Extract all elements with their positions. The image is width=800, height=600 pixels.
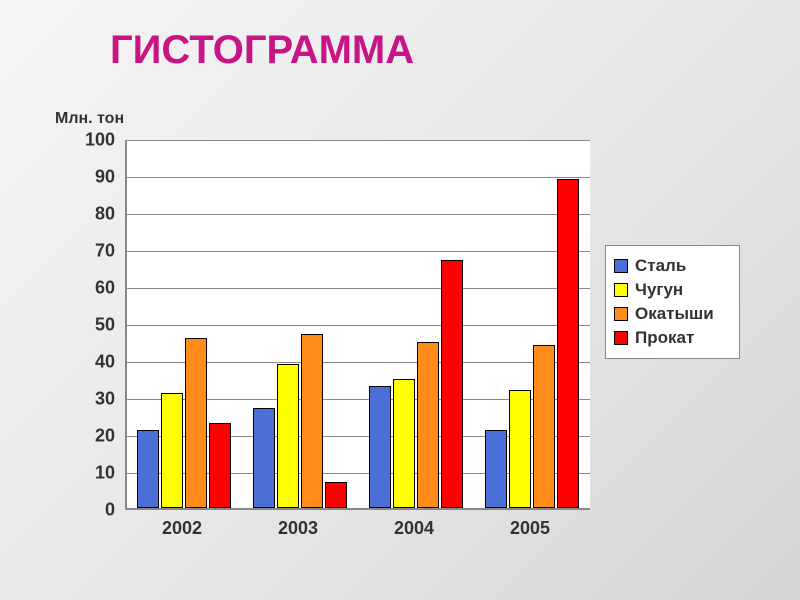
chart-title: ГИСТОГРАММА — [110, 28, 414, 73]
y-tick-label: 60 — [75, 278, 115, 299]
legend-swatch — [614, 259, 628, 273]
bar — [325, 482, 347, 508]
bar — [209, 423, 231, 508]
gridline — [127, 177, 590, 178]
bar — [509, 390, 531, 508]
y-tick-label: 70 — [75, 241, 115, 262]
legend-item: Чугун — [614, 280, 731, 300]
x-tick-label: 2004 — [367, 518, 461, 539]
y-tick-label: 40 — [75, 352, 115, 373]
gridline — [127, 288, 590, 289]
chart-area: 01020304050607080901002002200320042005 — [70, 140, 590, 550]
legend-item: Окатыши — [614, 304, 731, 324]
legend-label: Сталь — [635, 256, 686, 276]
legend-item: Сталь — [614, 256, 731, 276]
y-tick-label: 100 — [75, 130, 115, 151]
y-tick-label: 50 — [75, 315, 115, 336]
bar — [557, 179, 579, 508]
legend-swatch — [614, 283, 628, 297]
legend: Сталь Чугун Окатыши Прокат — [605, 245, 740, 359]
x-tick-label: 2005 — [483, 518, 577, 539]
bar — [185, 338, 207, 508]
y-tick-label: 30 — [75, 389, 115, 410]
legend-swatch — [614, 331, 628, 345]
gridline — [127, 251, 590, 252]
bar — [417, 342, 439, 509]
bar — [277, 364, 299, 508]
bar — [161, 393, 183, 508]
bar — [441, 260, 463, 508]
bar — [485, 430, 507, 508]
legend-label: Чугун — [635, 280, 683, 300]
y-tick-label: 20 — [75, 426, 115, 447]
x-tick-label: 2003 — [251, 518, 345, 539]
bar — [393, 379, 415, 509]
bar — [137, 430, 159, 508]
gridline — [127, 214, 590, 215]
gridline — [127, 325, 590, 326]
y-axis-label: Млн. тон — [55, 110, 124, 128]
gridline — [127, 140, 590, 141]
legend-label: Окатыши — [635, 304, 714, 324]
x-tick-label: 2002 — [135, 518, 229, 539]
y-tick-label: 80 — [75, 204, 115, 225]
plot-area — [125, 140, 590, 510]
bar — [301, 334, 323, 508]
bar — [533, 345, 555, 508]
legend-item: Прокат — [614, 328, 731, 348]
y-tick-label: 10 — [75, 463, 115, 484]
y-tick-label: 90 — [75, 167, 115, 188]
y-tick-label: 0 — [75, 500, 115, 521]
legend-swatch — [614, 307, 628, 321]
bar — [369, 386, 391, 508]
bar — [253, 408, 275, 508]
legend-label: Прокат — [635, 328, 694, 348]
